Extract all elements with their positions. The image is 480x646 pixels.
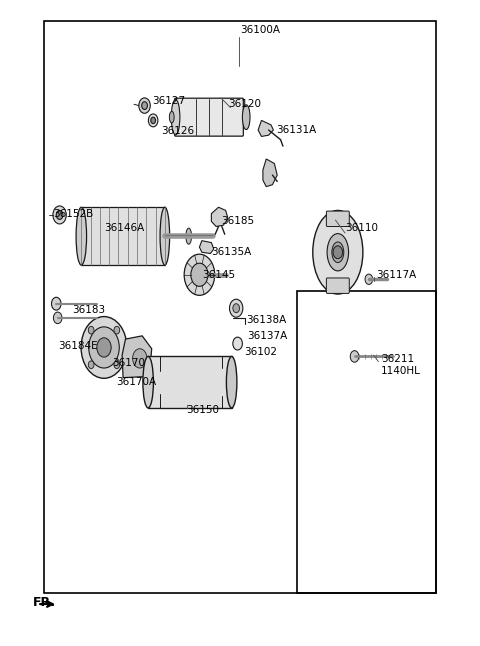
Text: 36152B: 36152B [53,209,93,218]
Circle shape [88,361,94,369]
Ellipse shape [227,357,237,408]
Ellipse shape [160,207,169,265]
Circle shape [142,101,147,109]
Text: 36110: 36110 [345,223,378,233]
Text: FR.: FR. [33,596,56,609]
Text: 36146A: 36146A [104,223,144,233]
Text: 36145: 36145 [202,271,235,280]
Circle shape [350,351,359,362]
Ellipse shape [327,234,348,271]
Circle shape [139,98,150,113]
Polygon shape [122,336,152,378]
Circle shape [148,114,158,127]
Bar [148,357,232,408]
Ellipse shape [169,111,174,123]
Bar [44,21,436,593]
Circle shape [56,211,63,220]
Circle shape [114,361,120,369]
Text: 36135A: 36135A [211,247,252,257]
Text: 36126: 36126 [161,127,194,136]
Text: 36185: 36185 [221,216,254,226]
Circle shape [114,326,120,334]
Ellipse shape [186,228,192,244]
Circle shape [365,274,372,284]
Text: 36102: 36102 [244,347,277,357]
Ellipse shape [313,211,363,294]
Circle shape [89,327,119,368]
Text: 36211
1140HL: 36211 1140HL [381,354,420,375]
Circle shape [229,299,243,317]
Ellipse shape [171,99,180,135]
Circle shape [97,338,111,357]
Text: 36137A: 36137A [247,331,288,341]
FancyBboxPatch shape [175,98,243,136]
Circle shape [151,117,156,123]
Text: 36184E: 36184E [58,340,97,351]
Bar [297,291,436,593]
Polygon shape [211,207,228,227]
Circle shape [233,337,242,350]
Circle shape [53,206,66,224]
Polygon shape [258,120,274,136]
FancyBboxPatch shape [326,278,349,293]
Circle shape [184,254,215,295]
Ellipse shape [143,357,154,408]
Ellipse shape [332,242,344,262]
Text: 36170: 36170 [112,358,145,368]
Polygon shape [199,241,214,253]
Text: 36183: 36183 [72,305,105,315]
Text: 36170A: 36170A [116,377,156,387]
Bar [81,207,165,265]
Ellipse shape [242,105,250,130]
Text: 36117A: 36117A [376,270,416,280]
Text: 36138A: 36138A [246,315,286,325]
Polygon shape [263,159,277,187]
Circle shape [88,326,94,334]
Circle shape [333,246,343,258]
Circle shape [51,297,61,310]
Text: 36100A: 36100A [240,25,280,36]
FancyBboxPatch shape [326,211,349,227]
Circle shape [53,312,62,324]
Text: 36150: 36150 [187,405,219,415]
Circle shape [191,263,208,286]
Circle shape [132,349,147,368]
Text: 36120: 36120 [228,99,261,109]
Circle shape [233,304,240,313]
Text: 36127: 36127 [152,96,185,106]
Circle shape [81,317,127,379]
Ellipse shape [76,207,86,265]
Text: 36131A: 36131A [276,125,316,135]
